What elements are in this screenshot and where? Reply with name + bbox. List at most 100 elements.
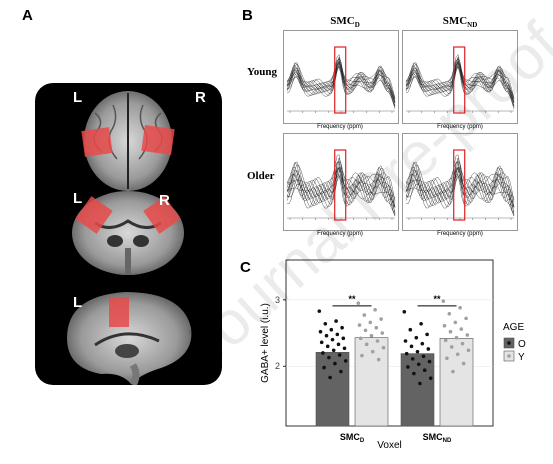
spectrum-young-smcnd — [402, 30, 518, 124]
data-point — [466, 348, 471, 353]
spectrum-trace — [405, 174, 515, 217]
panel-label-a: A — [22, 7, 33, 24]
data-point — [461, 361, 466, 366]
spectrum-trace — [405, 61, 515, 103]
data-point — [363, 328, 368, 333]
bar-o-smc_nd — [400, 353, 435, 427]
data-point — [406, 365, 410, 369]
spectrum-trace — [405, 60, 515, 100]
spectrum-older-smcd — [283, 133, 399, 231]
data-point — [458, 306, 462, 310]
data-point — [343, 359, 348, 363]
right-hemisphere-label-axial: R — [195, 89, 206, 106]
data-point — [375, 339, 380, 343]
data-point — [336, 342, 341, 347]
spectrum-lines — [405, 46, 515, 114]
left-hemisphere-label-sagittal: L — [73, 294, 83, 311]
spectrum-lines — [286, 46, 396, 114]
data-point — [448, 329, 453, 334]
data-point — [329, 327, 334, 332]
spectrum-trace — [286, 165, 396, 207]
data-point — [331, 348, 336, 353]
coronal-slice — [72, 191, 184, 275]
legend-swatch-o — [503, 337, 515, 349]
data-point — [334, 319, 338, 323]
data-point — [322, 365, 326, 370]
data-point — [369, 333, 374, 338]
spectrum-trace — [286, 165, 396, 203]
data-point — [341, 336, 346, 341]
data-point — [330, 337, 335, 342]
spectrum-trace — [405, 165, 515, 203]
data-point — [441, 299, 446, 303]
legend-point — [507, 341, 511, 345]
spectrum-trace — [286, 60, 396, 100]
data-point — [362, 313, 367, 317]
data-point — [358, 336, 363, 341]
axial-slice — [81, 91, 175, 191]
data-point — [455, 352, 460, 357]
gaba-peak-highlight — [453, 149, 466, 221]
data-point — [364, 342, 369, 347]
spectrum-trace — [286, 157, 396, 200]
data-point — [403, 339, 408, 343]
data-point — [374, 325, 379, 330]
data-point — [317, 309, 322, 313]
data-point — [419, 321, 423, 326]
data-point — [333, 361, 337, 366]
data-point — [376, 357, 381, 362]
category-label: SMCD — [340, 432, 365, 444]
data-point — [418, 381, 422, 386]
data-point — [323, 321, 328, 326]
spectrum-trace — [405, 157, 515, 200]
gaba-peak-highlight — [334, 149, 347, 221]
frequency-axis-label-young-smcd: Frequency (ppm) — [317, 124, 363, 130]
brain-slices — [67, 91, 192, 387]
data-point — [420, 341, 425, 346]
data-point — [412, 371, 416, 376]
frequency-axis-label-older-smcnd: Frequency (ppm) — [437, 231, 483, 237]
data-point — [356, 301, 361, 305]
data-point — [428, 376, 433, 380]
right-hemisphere-label-coronal: R — [159, 192, 170, 209]
data-point — [357, 323, 362, 327]
bar-o-smc_d — [315, 351, 350, 427]
data-point — [335, 332, 340, 337]
data-point — [408, 327, 413, 332]
data-point — [360, 353, 364, 358]
legend-label-o: O — [518, 339, 526, 350]
y-tick-label: 2 — [275, 361, 280, 371]
spectrum-trace — [405, 166, 515, 214]
data-point — [464, 316, 468, 321]
data-point — [337, 353, 342, 357]
data-point — [460, 341, 465, 346]
left-hemisphere-label-axial: L — [73, 89, 83, 106]
spectrum-older-smcnd — [402, 133, 518, 231]
data-point — [318, 329, 323, 334]
spectrum-lines — [286, 149, 396, 221]
data-point — [459, 327, 464, 331]
spectrum-trace — [286, 65, 396, 110]
spectrum-trace — [286, 65, 396, 108]
data-point — [379, 317, 383, 321]
gaba-peak-highlight — [453, 46, 466, 114]
data-point — [402, 309, 407, 314]
spectrum-trace — [405, 65, 515, 110]
x-axis-title: Voxel — [377, 440, 401, 451]
legend-swatch-y — [503, 350, 515, 362]
frequency-axis-label-older-smcd: Frequency (ppm) — [317, 231, 363, 237]
spectrum-trace — [405, 169, 515, 217]
spectrum-trace — [286, 61, 396, 103]
data-point — [421, 354, 426, 359]
spectrum-trace — [405, 165, 515, 207]
data-point — [427, 359, 432, 364]
data-point — [319, 340, 324, 345]
category-label: SMCND — [423, 432, 452, 444]
data-point — [453, 320, 458, 325]
data-point — [321, 351, 325, 355]
data-point — [328, 375, 332, 380]
data-point — [414, 335, 419, 340]
data-point — [445, 356, 449, 361]
brain-images-panel: L R L R L — [35, 83, 222, 387]
data-point — [381, 345, 386, 350]
